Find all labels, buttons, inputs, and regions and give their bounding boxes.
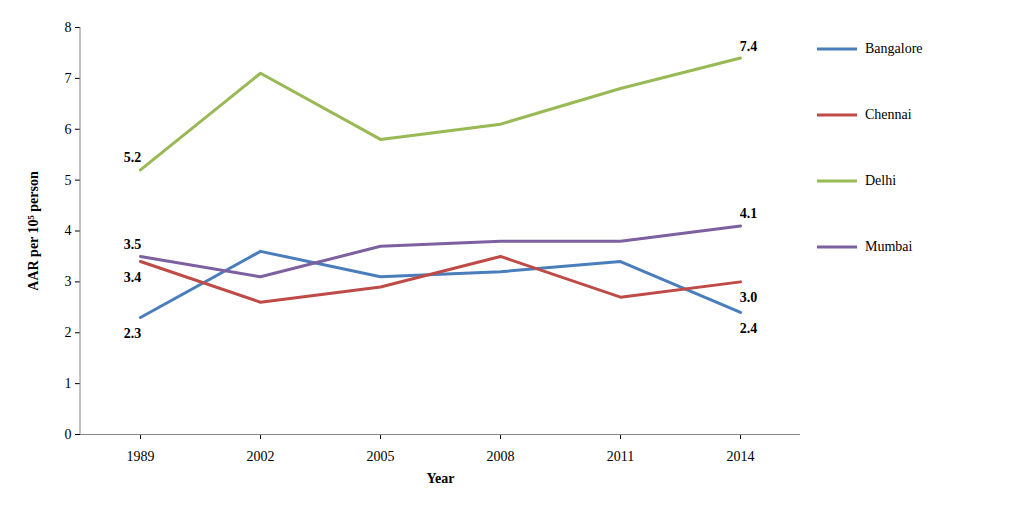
svg-text:4: 4 [65, 223, 72, 238]
svg-text:2005: 2005 [367, 449, 395, 464]
svg-text:1: 1 [65, 376, 72, 391]
svg-text:2.4: 2.4 [740, 321, 758, 336]
svg-text:3.0: 3.0 [740, 290, 758, 305]
svg-text:5: 5 [65, 173, 72, 188]
svg-text:2011: 2011 [607, 449, 634, 464]
svg-text:3: 3 [65, 274, 72, 289]
svg-text:2008: 2008 [487, 449, 515, 464]
svg-text:6: 6 [65, 122, 72, 137]
svg-text:2014: 2014 [727, 449, 755, 464]
svg-text:AAR per 10⁵ person: AAR per 10⁵ person [26, 171, 41, 291]
svg-text:4.1: 4.1 [740, 206, 758, 221]
svg-text:1989: 1989 [127, 449, 155, 464]
svg-text:8: 8 [65, 20, 72, 35]
svg-text:5.2: 5.2 [124, 150, 142, 165]
html-text:Bangalore: Bangalore [865, 41, 923, 56]
svg-text:3.5: 3.5 [124, 237, 142, 252]
svg-text:2: 2 [65, 325, 72, 340]
html-text:Delhi: Delhi [865, 173, 897, 188]
svg-text:2002: 2002 [247, 449, 275, 464]
svg-text:7: 7 [65, 71, 72, 86]
svg-text:7.4: 7.4 [740, 39, 758, 54]
svg-text:Year: Year [427, 471, 455, 486]
svg-text:2.3: 2.3 [124, 326, 142, 341]
html-text:Chennai: Chennai [865, 107, 912, 122]
svg-text:0: 0 [65, 427, 72, 442]
svg-text:3.4: 3.4 [124, 270, 142, 285]
html-text:Mumbai: Mumbai [865, 239, 913, 254]
